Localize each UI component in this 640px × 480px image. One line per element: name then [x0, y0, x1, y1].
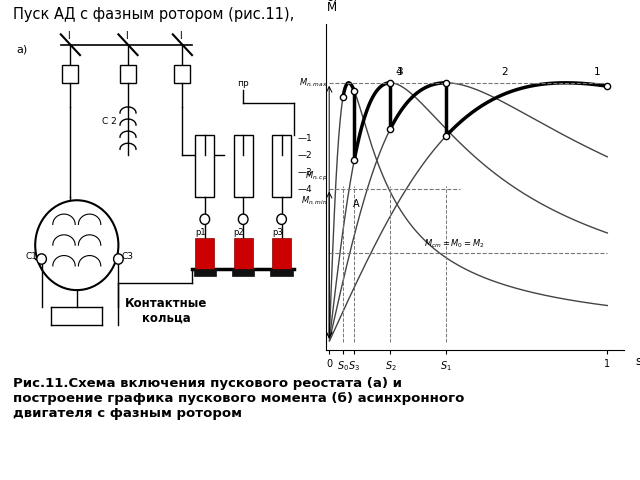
Text: Контактные
кольца: Контактные кольца [125, 297, 207, 325]
Text: $M_{n.cp}$: $M_{n.cp}$ [305, 170, 328, 183]
Circle shape [36, 254, 47, 264]
Text: l: l [125, 31, 127, 41]
Text: 4: 4 [396, 68, 403, 77]
Text: $M_{n.min}$: $M_{n.min}$ [301, 194, 328, 207]
Circle shape [35, 200, 118, 290]
Text: —3: —3 [298, 168, 312, 177]
Circle shape [200, 214, 210, 225]
Circle shape [114, 254, 123, 264]
Text: Рис.11.Схема включения пускового реостата (а) и
построение графика пускового мом: Рис.11.Схема включения пускового реостат… [13, 377, 464, 420]
Text: C3: C3 [122, 252, 134, 261]
Text: 3: 3 [396, 68, 403, 77]
Text: M: M [326, 1, 337, 14]
Text: $M_{n.max}$: $M_{n.max}$ [299, 77, 328, 89]
Circle shape [276, 214, 287, 225]
Bar [63, 65, 79, 83]
Text: Пуск АД с фазным ротором (рис.11),: Пуск АД с фазным ротором (рис.11), [13, 7, 294, 22]
Bar [195, 238, 214, 273]
Bar [234, 238, 253, 273]
Text: C1: C1 [26, 252, 38, 261]
Bar [234, 134, 253, 197]
Text: 2: 2 [502, 68, 508, 77]
Bar [174, 65, 191, 83]
Text: а): а) [16, 45, 28, 55]
Bar [194, 269, 216, 276]
Text: —4: —4 [298, 185, 312, 194]
Text: —1: —1 [298, 133, 312, 143]
Text: l: l [179, 31, 182, 41]
Text: р1: р1 [195, 228, 206, 237]
Text: пр: пр [237, 79, 248, 88]
Text: C 2: C 2 [102, 117, 117, 126]
Circle shape [239, 214, 248, 225]
Bar [272, 134, 291, 197]
Text: р2: р2 [234, 228, 244, 237]
Bar [195, 134, 214, 197]
Text: A: A [353, 199, 360, 209]
Bar [232, 269, 255, 276]
Text: 1: 1 [593, 68, 600, 77]
Text: р3: р3 [272, 228, 283, 237]
Bar [272, 238, 291, 273]
Text: —2: —2 [298, 151, 312, 160]
Text: $M_{cm}=M_0=M_2$: $M_{cm}=M_0=M_2$ [424, 238, 484, 251]
Text: б): б) [326, 0, 339, 4]
Text: s: s [636, 355, 640, 368]
Bar [120, 65, 136, 83]
Bar [270, 269, 292, 276]
Text: l: l [67, 31, 70, 41]
